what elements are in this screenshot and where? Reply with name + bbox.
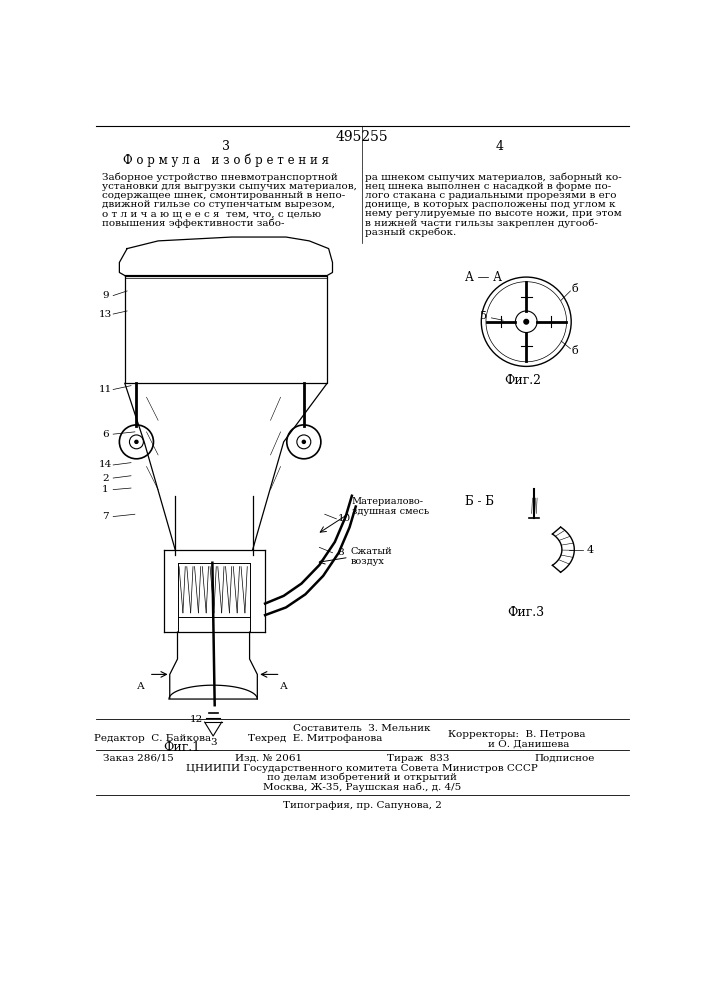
Text: 7: 7 [102, 512, 109, 521]
Text: 1: 1 [102, 485, 109, 494]
Text: Заборное устройство пневмотранспортной: Заборное устройство пневмотранспортной [103, 172, 338, 182]
Text: нему регулируемые по высоте ножи, при этом: нему регулируемые по высоте ножи, при эт… [365, 209, 621, 218]
Text: б: б [572, 284, 578, 294]
Text: движной гильзе со ступенчатым вырезом,: движной гильзе со ступенчатым вырезом, [103, 200, 335, 209]
Text: 4: 4 [495, 140, 503, 153]
Text: 12: 12 [190, 715, 204, 724]
Text: в нижней части гильзы закреплен дугооб-: в нижней части гильзы закреплен дугооб- [365, 219, 598, 228]
Circle shape [524, 319, 529, 324]
Text: 2: 2 [102, 474, 109, 483]
Circle shape [135, 440, 138, 443]
Text: 3: 3 [222, 140, 230, 153]
Text: Б - Б: Б - Б [465, 495, 494, 508]
Text: лого стакана с радиальными прорезями в его: лого стакана с радиальными прорезями в е… [365, 191, 617, 200]
Text: 8: 8 [337, 548, 344, 557]
Text: Фиг.3: Фиг.3 [508, 606, 545, 619]
Text: 10: 10 [337, 514, 351, 523]
Text: Фиг.1: Фиг.1 [163, 741, 200, 754]
Text: Сжатый: Сжатый [351, 547, 392, 556]
Text: Подписное: Подписное [534, 754, 595, 763]
Text: А — А: А — А [465, 271, 502, 284]
Text: Редактор  С. Байкова: Редактор С. Байкова [94, 734, 211, 743]
Text: установки для выгрузки сыпучих материалов,: установки для выгрузки сыпучих материало… [103, 182, 357, 191]
Text: Заказ 286/15: Заказ 286/15 [103, 754, 174, 763]
Text: по делам изобретений и открытий: по делам изобретений и открытий [267, 773, 457, 782]
Text: 3: 3 [211, 738, 217, 747]
Text: Техред  Е. Митрофанова: Техред Е. Митрофанова [248, 734, 382, 743]
Text: Материалово-: Материалово- [352, 497, 424, 506]
Text: Москва, Ж-35, Раушская наб., д. 4/5: Москва, Ж-35, Раушская наб., д. 4/5 [263, 782, 461, 792]
Text: 495255: 495255 [336, 130, 388, 144]
Text: 14: 14 [99, 460, 112, 469]
Text: ЦНИИПИ Государственного комитета Совета Министров СССР: ЦНИИПИ Государственного комитета Совета … [186, 764, 538, 773]
Text: донище, в которых расположены под углом к: донище, в которых расположены под углом … [365, 200, 616, 209]
Text: нец шнека выполнен с насадкой в форме по-: нец шнека выполнен с насадкой в форме по… [365, 182, 612, 191]
Text: А: А [137, 682, 145, 691]
Text: Фиг.2: Фиг.2 [504, 374, 541, 387]
Text: здушная смесь: здушная смесь [352, 507, 429, 516]
Text: Изд. № 2061: Изд. № 2061 [235, 754, 302, 763]
Circle shape [303, 440, 305, 443]
Text: 13: 13 [99, 310, 112, 319]
Text: А: А [280, 682, 288, 691]
Text: Типография, пр. Сапунова, 2: Типография, пр. Сапунова, 2 [283, 801, 441, 810]
Text: б: б [572, 346, 578, 356]
Text: Составитель  З. Мельник: Составитель З. Мельник [293, 724, 431, 733]
Text: ра шнеком сыпучих материалов, заборный ко-: ра шнеком сыпучих материалов, заборный к… [365, 172, 621, 182]
Text: 9: 9 [102, 291, 109, 300]
Text: 5: 5 [480, 311, 487, 321]
Text: разный скребок.: разный скребок. [365, 228, 456, 237]
Text: 6: 6 [102, 430, 109, 439]
Text: 4: 4 [587, 545, 594, 555]
Text: Тираж  833: Тираж 833 [387, 754, 449, 763]
Text: Корректоры:  В. Петрова: Корректоры: В. Петрова [448, 730, 585, 739]
Text: воздух: воздух [351, 557, 384, 566]
Text: и О. Данишева: и О. Данишева [488, 739, 569, 748]
Text: Ф о р м у л а   и з о б р е т е н и я: Ф о р м у л а и з о б р е т е н и я [123, 153, 329, 167]
Text: о т л и ч а ю щ е е с я  тем, что, с целью: о т л и ч а ю щ е е с я тем, что, с цель… [103, 209, 322, 218]
Text: повышения эффективности забо-: повышения эффективности забо- [103, 219, 285, 228]
Text: 11: 11 [99, 385, 112, 394]
Text: содержащее шнек, смонтированный в непо-: содержащее шнек, смонтированный в непо- [103, 191, 346, 200]
